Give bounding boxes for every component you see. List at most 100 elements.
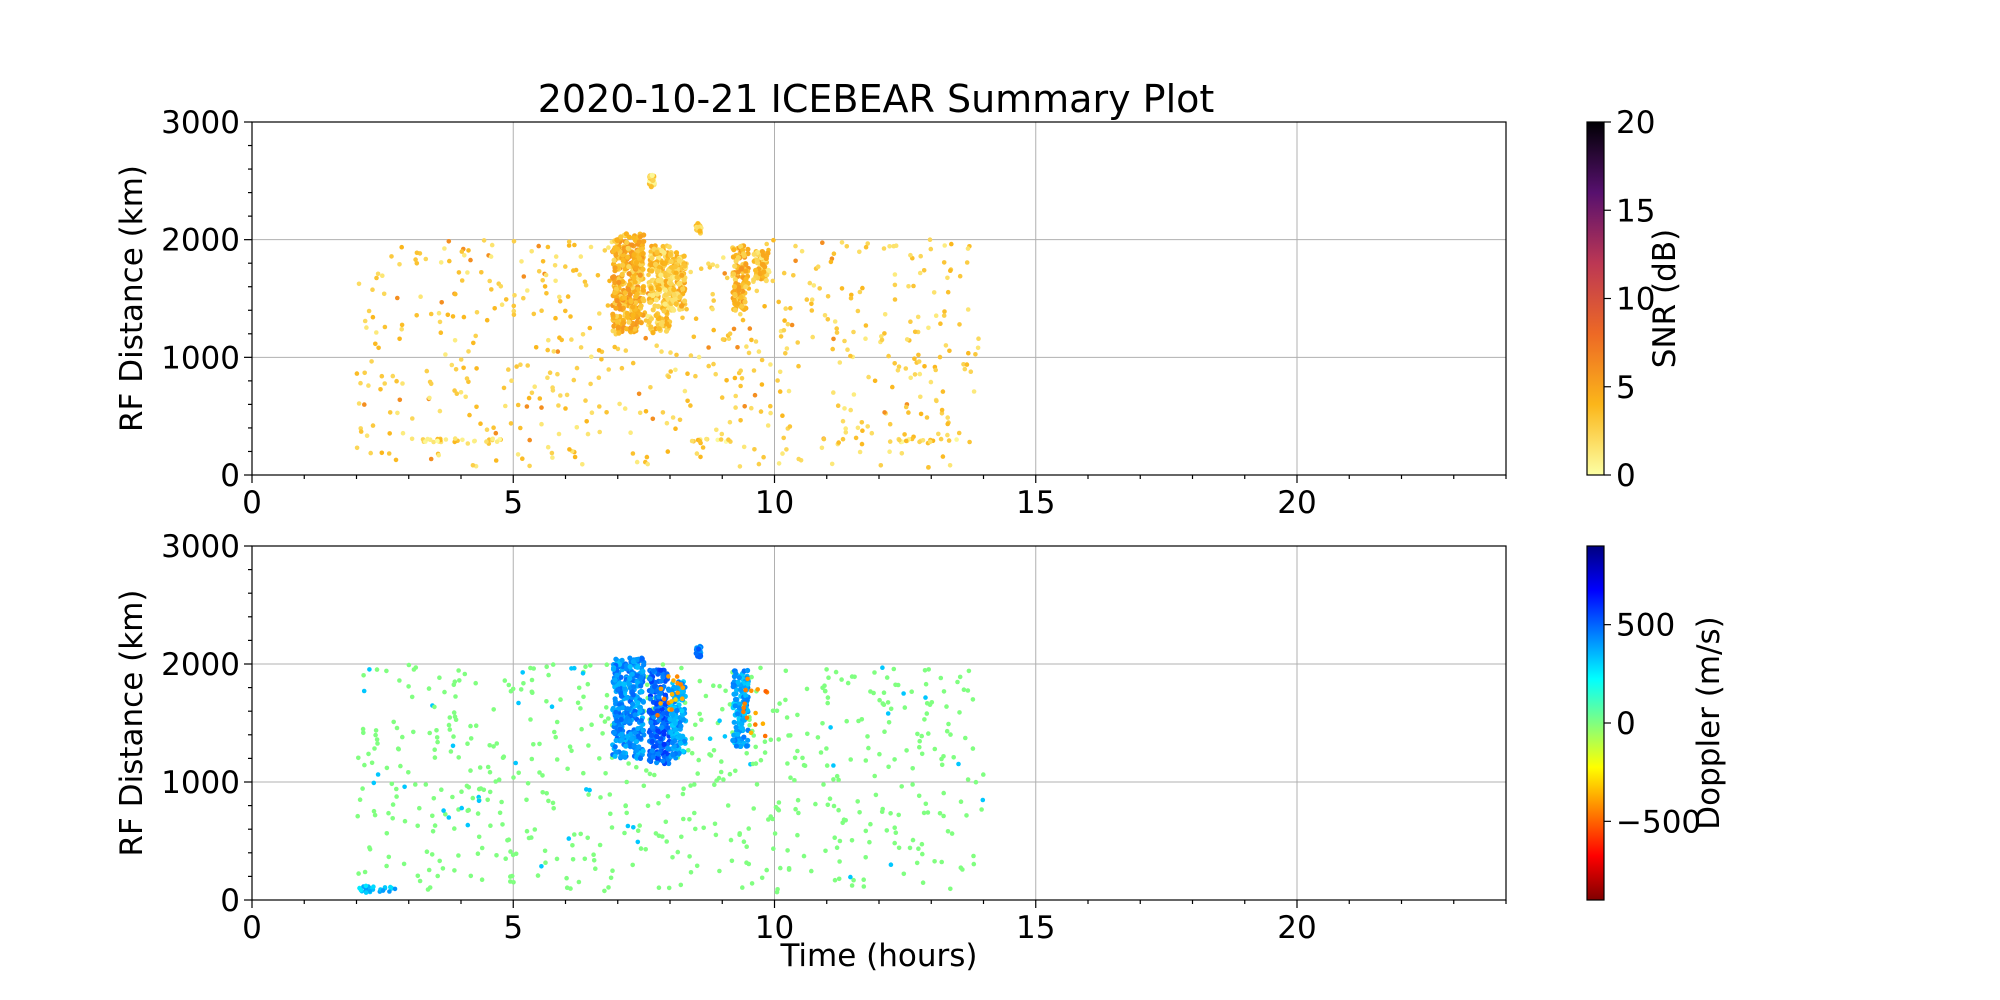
data-point <box>575 700 581 706</box>
data-point <box>488 823 493 828</box>
data-point <box>937 354 943 360</box>
data-point <box>820 240 825 245</box>
data-point <box>809 308 815 313</box>
data-point <box>971 853 976 859</box>
data-point <box>604 410 609 415</box>
data-point <box>940 454 946 459</box>
data-point <box>973 352 978 357</box>
data-point <box>525 363 530 368</box>
data-point <box>582 856 588 862</box>
data-point <box>671 286 677 292</box>
data-point <box>668 258 674 265</box>
data-point <box>406 770 411 775</box>
data-point <box>818 750 824 755</box>
data-point <box>640 668 646 675</box>
data-point <box>596 348 602 353</box>
data-point <box>887 421 893 427</box>
data-point <box>919 841 925 847</box>
data-point <box>658 667 664 673</box>
data-point <box>493 458 499 463</box>
data-point <box>626 264 632 270</box>
data-point <box>446 722 452 728</box>
data-point <box>747 722 752 728</box>
data-point <box>479 270 484 275</box>
data-point <box>667 251 673 257</box>
data-point <box>617 401 622 407</box>
data-point <box>674 708 680 714</box>
data-point <box>611 730 617 736</box>
data-point <box>604 662 610 667</box>
data-point <box>443 352 448 357</box>
data-point <box>731 247 737 253</box>
data-point <box>558 697 563 702</box>
data-point <box>631 252 637 258</box>
data-point <box>778 334 784 339</box>
data-point <box>665 745 671 751</box>
data-point <box>768 737 774 743</box>
data-point <box>643 847 648 852</box>
data-point <box>904 337 910 342</box>
data-point <box>971 861 977 867</box>
data-point <box>613 656 619 662</box>
data-point <box>684 306 689 312</box>
data-point <box>822 688 828 694</box>
data-point <box>443 437 449 442</box>
data-point <box>872 773 877 779</box>
data-point <box>489 242 495 248</box>
data-point <box>554 757 560 762</box>
data-point <box>727 419 733 425</box>
data-point <box>857 289 863 295</box>
data-point <box>600 731 605 736</box>
data-point <box>680 286 686 292</box>
data-point <box>632 279 638 285</box>
data-point <box>758 409 764 414</box>
data-point <box>356 871 361 876</box>
data-point <box>879 334 884 339</box>
data-point <box>511 775 516 780</box>
data-point <box>980 797 986 803</box>
data-point <box>526 835 532 841</box>
data-point <box>635 726 641 732</box>
data-point <box>664 420 670 426</box>
data-point <box>897 437 902 443</box>
data-point <box>696 646 702 652</box>
data-point <box>863 323 869 328</box>
data-point <box>906 410 911 415</box>
data-point <box>726 437 731 443</box>
data-point <box>736 705 742 711</box>
data-point <box>738 243 744 250</box>
data-point <box>762 739 768 744</box>
data-point <box>926 731 931 736</box>
data-point <box>466 785 472 790</box>
data-point <box>623 743 629 749</box>
data-point <box>597 404 602 409</box>
data-point <box>948 732 953 737</box>
data-point <box>871 690 876 696</box>
data-point <box>508 879 513 884</box>
data-point <box>931 290 937 295</box>
data-point <box>375 772 381 777</box>
data-point <box>479 877 485 882</box>
data-point <box>382 324 388 330</box>
data-point <box>437 319 443 325</box>
data-point <box>360 786 365 791</box>
data-point <box>387 410 393 415</box>
data-point <box>502 678 508 683</box>
data-point <box>763 278 769 284</box>
data-point <box>744 344 749 349</box>
data-point <box>903 404 909 410</box>
data-point <box>624 733 630 740</box>
data-point <box>970 746 976 751</box>
data-point <box>671 678 676 683</box>
data-point <box>524 828 530 834</box>
data-point <box>909 689 914 694</box>
data-point <box>828 725 833 730</box>
data-point <box>456 853 461 858</box>
data-point <box>861 884 867 889</box>
data-point <box>533 345 539 350</box>
chart-panel-1: 0 5 10 15 20 0 1000 2000 3000 RF Distance (km) 0 5 1… <box>114 105 1683 521</box>
data-point <box>606 716 611 721</box>
data-point <box>732 277 739 283</box>
data-point <box>617 306 623 312</box>
data-point <box>882 729 887 734</box>
